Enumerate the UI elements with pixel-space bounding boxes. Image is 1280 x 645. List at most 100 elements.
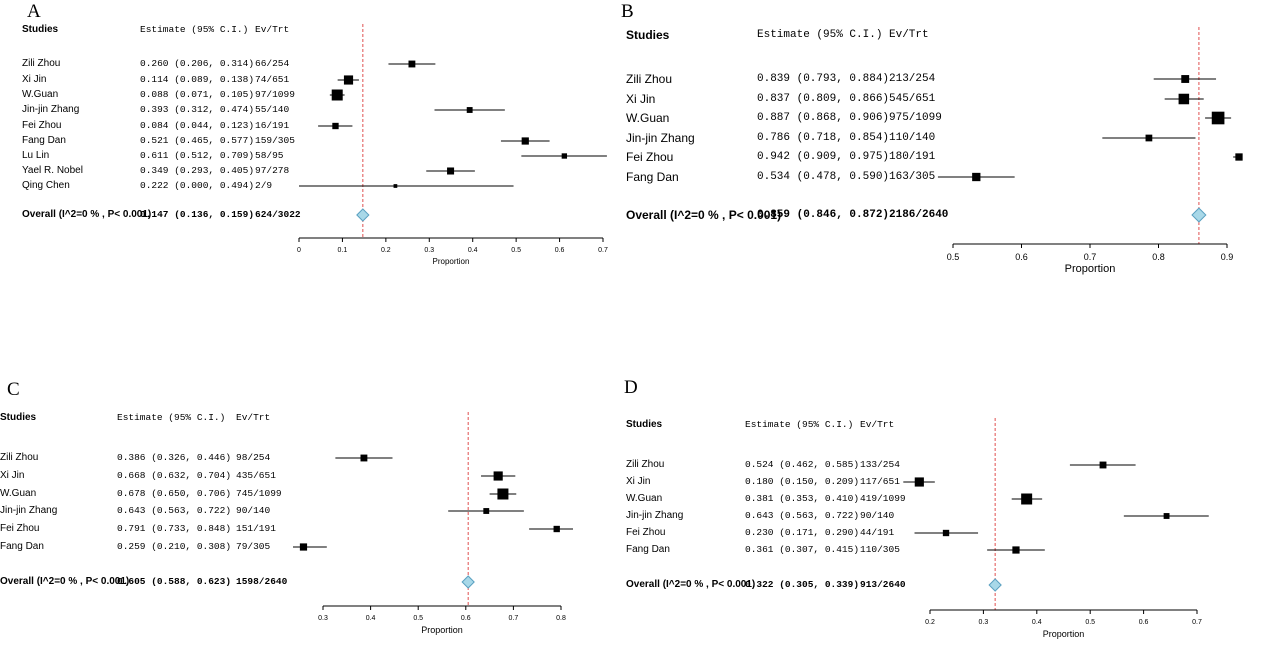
panel-a-evtrt-header: Ev/Trt — [255, 24, 290, 36]
panel-a-study-name: Zili Zhou — [22, 58, 61, 69]
panel-b-study-marker — [1178, 93, 1190, 105]
panel-d-study-estimate: 0.230 (0.171, 0.290) — [745, 527, 860, 539]
panel-c-overall-label: Overall (I^2=0 % , P< 0.001) — [0, 576, 130, 587]
panel-a-study-name: Fei Zhou — [22, 120, 62, 131]
panel-d-study-name: Fei Zhou — [626, 527, 666, 538]
panel-a-study-evtrt: 74/651 — [255, 74, 290, 86]
panel-a-studies-header: Studies — [22, 24, 59, 35]
panel-c-study-evtrt: 79/305 — [236, 541, 271, 553]
panel-c-study-marker — [299, 543, 308, 551]
panel-c-study-marker — [360, 454, 368, 462]
panel-c-x-label: Proportion — [421, 625, 463, 635]
panel-a-overall-evtrt: 624/3022 — [255, 209, 301, 221]
panel-c-study-name: Fei Zhou — [0, 523, 40, 534]
panel-a-study-name: Qing Chen — [22, 180, 70, 191]
panel-b-study-estimate: 0.786 (0.718, 0.854) — [757, 131, 890, 144]
panel-d-study-marker — [942, 529, 950, 537]
panel-c-study-evtrt: 745/1099 — [236, 488, 282, 500]
panel-d-study-evtrt: 419/1099 — [860, 493, 906, 505]
panel-a-tick-label: 0.4 — [467, 247, 478, 254]
panel-a-tick-label: 0.2 — [380, 247, 391, 254]
panel-d-overall-diamond — [988, 578, 1002, 592]
panel-b-study-marker — [1145, 134, 1153, 142]
panel-d-study-evtrt: 110/305 — [860, 544, 900, 556]
panel-a-study-evtrt: 16/191 — [255, 120, 290, 132]
panel-b-estimate-header: Estimate (95% C.I.) — [757, 28, 883, 41]
panel-a-study-estimate: 0.611 (0.512, 0.709) — [140, 150, 255, 162]
panel-a-study-estimate: 0.084 (0.044, 0.123) — [140, 120, 255, 132]
panel-b-study-estimate: 0.534 (0.478, 0.590) — [757, 170, 890, 183]
panel-b-study-marker — [972, 172, 981, 182]
panel-b-study-estimate: 0.887 (0.868, 0.906) — [757, 111, 890, 124]
panel-d-tick-label: 0.2 — [925, 619, 935, 626]
panel-b-tick-label: 0.8 — [1152, 252, 1165, 262]
panel-a-study-name: Lu Lin — [22, 150, 50, 161]
panel-b-studies-header: Studies — [626, 28, 670, 42]
panel-b-study-name: Xi Jin — [626, 92, 656, 106]
panel-c-study-estimate: 0.643 (0.563, 0.722) — [117, 505, 232, 517]
panel-b-study-name: Jin-jin Zhang — [626, 131, 695, 145]
panel-a-study-name: W.Guan — [22, 89, 59, 100]
panel-d-tick-label: 0.5 — [1085, 619, 1096, 626]
panel-d-study-estimate: 0.643 (0.563, 0.722) — [745, 510, 860, 522]
panel-a-tick-label: 0.5 — [511, 247, 521, 254]
panel-c-study-estimate: 0.791 (0.733, 0.848) — [117, 523, 232, 535]
panel-a-letter: A — [27, 1, 41, 22]
panel-a-study-marker — [332, 122, 339, 130]
panel-d-study-estimate: 0.361 (0.307, 0.415) — [745, 544, 860, 556]
panel-b-tick-label: 0.9 — [1220, 252, 1234, 262]
panel-a-study-evtrt: 58/95 — [255, 150, 284, 162]
panel-a-study-estimate: 0.521 (0.465, 0.577) — [140, 135, 255, 147]
panel-c-study-name: Zili Zhou — [0, 452, 39, 463]
panel-a-tick-label: 0.1 — [337, 247, 348, 254]
panel-a-study-marker — [521, 137, 529, 145]
panel-d-study-evtrt: 90/140 — [860, 510, 895, 522]
panel-c-study-name: Fang Dan — [0, 541, 44, 552]
panel-c-study-marker — [493, 471, 503, 481]
panel-a-study-name: Yael R. Nobel — [22, 165, 83, 176]
panel-a-study-estimate: 0.349 (0.293, 0.405) — [140, 165, 255, 177]
panel-d-evtrt-header: Ev/Trt — [860, 419, 895, 431]
panel-b-overall-estimate: 0.859 (0.846, 0.872) — [757, 208, 890, 221]
panel-b-tick-label: 0.7 — [1083, 252, 1097, 262]
panel-c-study-marker — [483, 508, 490, 514]
panel-d-study-estimate: 0.381 (0.353, 0.410) — [745, 493, 860, 505]
panel-b-study-estimate: 0.839 (0.793, 0.884) — [757, 72, 890, 85]
panel-d-overall-label: Overall (I^2=0 % , P< 0.001) — [626, 579, 756, 590]
panel-a-study-marker — [393, 184, 398, 188]
panel-d-study-estimate: 0.524 (0.462, 0.585) — [745, 459, 860, 471]
panel-c-study-evtrt: 151/191 — [236, 523, 276, 535]
panel-d-x-label: Proportion — [1042, 629, 1085, 639]
panel-c-study-estimate: 0.386 (0.326, 0.446) — [117, 452, 232, 464]
panel-d-study-estimate: 0.180 (0.150, 0.209) — [745, 476, 860, 488]
panel-a-study-evtrt: 2/9 — [255, 180, 273, 192]
panel-a-study-name: Jin-jin Zhang — [22, 104, 80, 115]
panel-a-study-evtrt: 97/1099 — [255, 89, 295, 101]
panel-d-study-marker — [1021, 493, 1033, 505]
panel-a-study-marker — [408, 60, 416, 68]
panel-c-evtrt-header: Ev/Trt — [236, 412, 271, 424]
panel-a-study-marker — [561, 153, 568, 159]
panel-d-tick-label: 0.3 — [978, 619, 989, 626]
panel-a-study-evtrt: 66/254 — [255, 58, 290, 70]
panel-a-study-estimate: 0.222 (0.000, 0.494) — [140, 180, 255, 192]
panel-c-study-estimate: 0.668 (0.632, 0.704) — [117, 470, 232, 482]
panel-b-study-estimate: 0.942 (0.909, 0.975) — [757, 150, 890, 163]
panel-a-tick-label: 0 — [297, 247, 301, 254]
panel-c-tick-label: 0.6 — [460, 615, 471, 622]
panel-a-study-estimate: 0.114 (0.089, 0.138) — [140, 74, 255, 86]
panel-a-overall-label: Overall (I^2=0 % , P< 0.001) — [22, 209, 152, 220]
panel-b-study-marker — [1235, 153, 1243, 161]
panel-b-study-marker — [1211, 111, 1225, 125]
panel-a-overall-diamond — [356, 208, 370, 222]
panel-c-tick-label: 0.4 — [365, 615, 376, 622]
panel-d-tick-label: 0.4 — [1031, 619, 1042, 626]
panel-d-estimate-header: Estimate (95% C.I.) — [745, 419, 854, 431]
panel-c-overall-estimate: 0.605 (0.588, 0.623) — [117, 576, 232, 588]
panel-a-study-name: Xi Jin — [22, 74, 47, 85]
panel-d-tick-label: 0.7 — [1192, 619, 1202, 626]
panel-a-overall-estimate: 0.147 (0.136, 0.159) — [140, 209, 255, 221]
panel-d-study-evtrt: 117/651 — [860, 476, 900, 488]
panel-b-x-label: Proportion — [1064, 263, 1116, 275]
